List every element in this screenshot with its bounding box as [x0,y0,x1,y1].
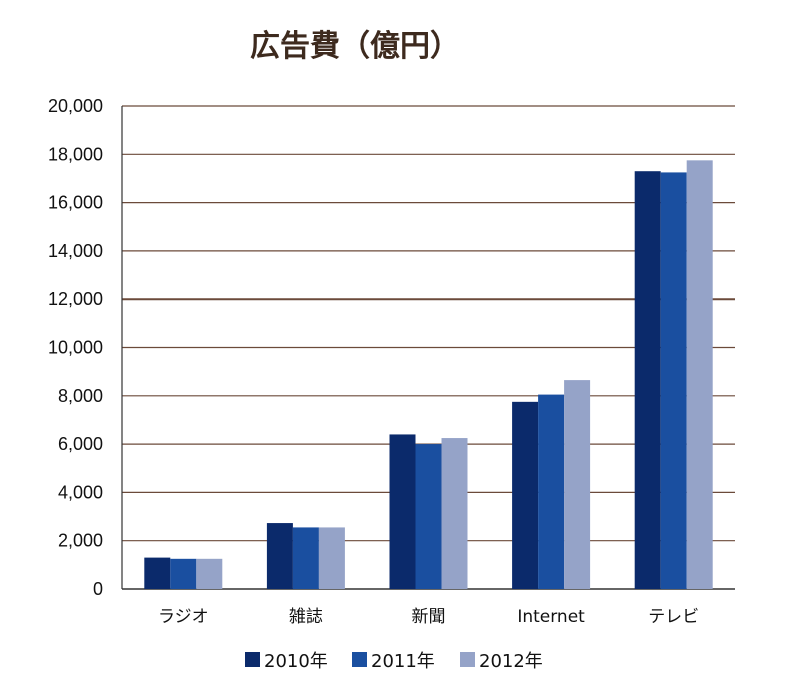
legend-label: 2010年 [264,651,328,672]
x-tick-label: 雑誌 [289,607,323,627]
y-tick-label: 2,000 [58,531,103,551]
y-tick-label: 0 [93,579,103,599]
legend-swatch [245,652,260,667]
bar [170,558,197,589]
y-tick-label: 20,000 [48,96,103,116]
x-axis-ticks: ラジオ 雑誌 新聞 Internet テレビ [158,607,699,627]
y-tick-label: 4,000 [58,482,103,502]
bar [441,438,468,589]
y-tick-label: 18,000 [48,144,103,164]
y-tick-label: 6,000 [58,434,103,454]
bar [266,523,293,589]
x-tick-label: 新聞 [412,607,446,627]
gridlines [121,105,735,590]
y-axis-ticks: 0 2,000 4,000 6,000 8,000 10,000 12,000 14,000 1… [48,96,103,599]
x-tick-label: ラジオ [158,607,209,627]
bar [686,160,713,589]
bar [538,394,565,589]
y-tick-label: 8,000 [58,386,103,406]
bar [415,444,442,589]
bar [634,171,661,589]
legend-label: 2012年 [479,651,543,672]
bar [660,172,687,589]
chart-title: 広告費（億円） [250,29,460,64]
y-tick-label: 10,000 [48,338,103,358]
x-tick-label: Internet [517,607,585,627]
bar [318,527,345,589]
bar [389,434,416,589]
legend-label: 2011年 [371,651,435,672]
bar [564,380,591,589]
y-tick-label: 14,000 [48,241,103,261]
bar [292,527,319,589]
legend-swatch [460,652,475,667]
y-tick-label: 16,000 [48,193,103,213]
x-tick-label: テレビ [648,607,699,627]
bars [144,160,713,589]
y-tick-label: 12,000 [48,289,103,309]
bar [512,401,539,589]
legend: 2010年 2011年 2012年 [245,651,543,672]
bar [144,557,171,589]
legend-swatch [352,652,367,667]
bar [196,558,223,589]
